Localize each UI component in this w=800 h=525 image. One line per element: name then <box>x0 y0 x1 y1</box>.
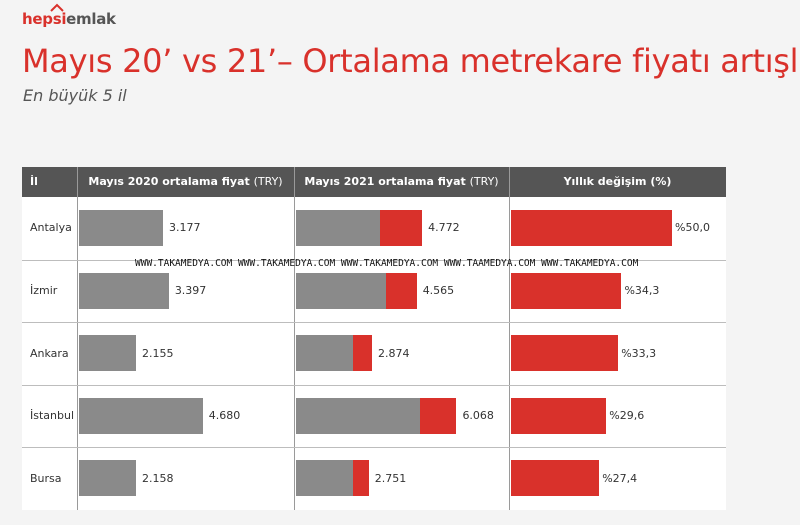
house-roof-icon <box>50 3 64 12</box>
bar-change <box>511 460 600 497</box>
value-2021: 6.068 <box>462 409 494 423</box>
value-2020: 3.397 <box>174 283 207 297</box>
header-price-2020-label: Mayıs 2020 ortalama fiyat <box>88 175 250 188</box>
row-divider <box>22 322 726 324</box>
header-price-2021-unit: (TRY) <box>469 175 499 188</box>
column-divider <box>294 167 295 510</box>
bar-2020 <box>79 335 136 372</box>
column-divider <box>77 167 78 510</box>
bar-2021-increase <box>352 335 372 372</box>
header-change: Yıllık değişim (%) <box>563 175 672 188</box>
row-divider <box>22 384 726 386</box>
value-2021: 4.772 <box>428 221 460 235</box>
value-change: %27,4 <box>602 471 638 485</box>
price-table: İl Mayıs 2020 ortalama fiyat (TRY) Mayıs… <box>22 167 726 510</box>
bar-2020 <box>79 460 137 497</box>
row-divider <box>22 447 726 449</box>
value-change: %50,0 <box>675 221 710 235</box>
row-divider <box>22 259 726 261</box>
watermark-text: WWW.TAKAMEDYA.COM WWW.TAKAMEDYA.COM WWW.… <box>135 258 639 269</box>
column-divider <box>509 167 510 510</box>
bar-2021-base <box>296 460 354 497</box>
value-2021: 2.874 <box>377 346 410 360</box>
logo-text-hepsi: hepsi <box>22 10 67 28</box>
city-label: Ankara <box>30 346 69 360</box>
value-change: %33,3 <box>621 346 657 360</box>
city-label: İzmir <box>30 283 58 297</box>
value-2020: 4.680 <box>208 409 241 423</box>
header-price-2021-label: Mayıs 2021 ortalama fiyat <box>304 175 466 188</box>
bar-2021-base <box>296 210 380 246</box>
value-2020: 2.155 <box>141 346 174 360</box>
bar-2021-base <box>296 335 353 372</box>
bar-change <box>511 397 607 434</box>
city-label: Antalya <box>30 221 72 235</box>
header-price-2020: Mayıs 2020 ortalama fiyat (TRY) <box>77 167 294 197</box>
page-subtitle: En büyük 5 il <box>23 86 127 105</box>
value-2021: 2.751 <box>374 471 407 485</box>
bar-2021-increase <box>419 397 457 434</box>
bar-2020 <box>79 272 169 309</box>
bar-2021-increase <box>353 460 369 497</box>
header-city: İl <box>30 175 38 188</box>
bar-2021-increase <box>385 272 417 309</box>
header-price-2020-unit: (TRY) <box>253 175 283 188</box>
value-2020: 2.158 <box>142 471 174 485</box>
bar-change <box>511 272 622 309</box>
bar-2021-base <box>296 397 420 434</box>
bar-change <box>511 210 672 246</box>
city-label: İstanbul <box>30 409 75 423</box>
value-change: %34,3 <box>624 283 660 297</box>
bar-2021-increase <box>380 210 423 246</box>
hepsiemlak-logo: hepsiemlak <box>22 3 116 28</box>
table-header: İl Mayıs 2020 ortalama fiyat (TRY) Mayıs… <box>22 167 726 197</box>
value-2020: 3.177 <box>169 221 201 235</box>
city-label: Bursa <box>30 471 62 485</box>
bar-2020 <box>79 397 203 434</box>
page-title: Mayıs 20’ vs 21’– Ortalama metrekare fiy… <box>22 42 800 80</box>
bar-2020 <box>79 210 163 246</box>
bar-change <box>511 335 619 372</box>
header-price-2021: Mayıs 2021 ortalama fiyat (TRY) <box>294 167 509 197</box>
logo-text-emlak: emlak <box>66 10 116 28</box>
value-2021: 4.565 <box>422 283 455 297</box>
bar-2021-base <box>296 272 386 309</box>
value-change: %29,6 <box>609 409 645 423</box>
